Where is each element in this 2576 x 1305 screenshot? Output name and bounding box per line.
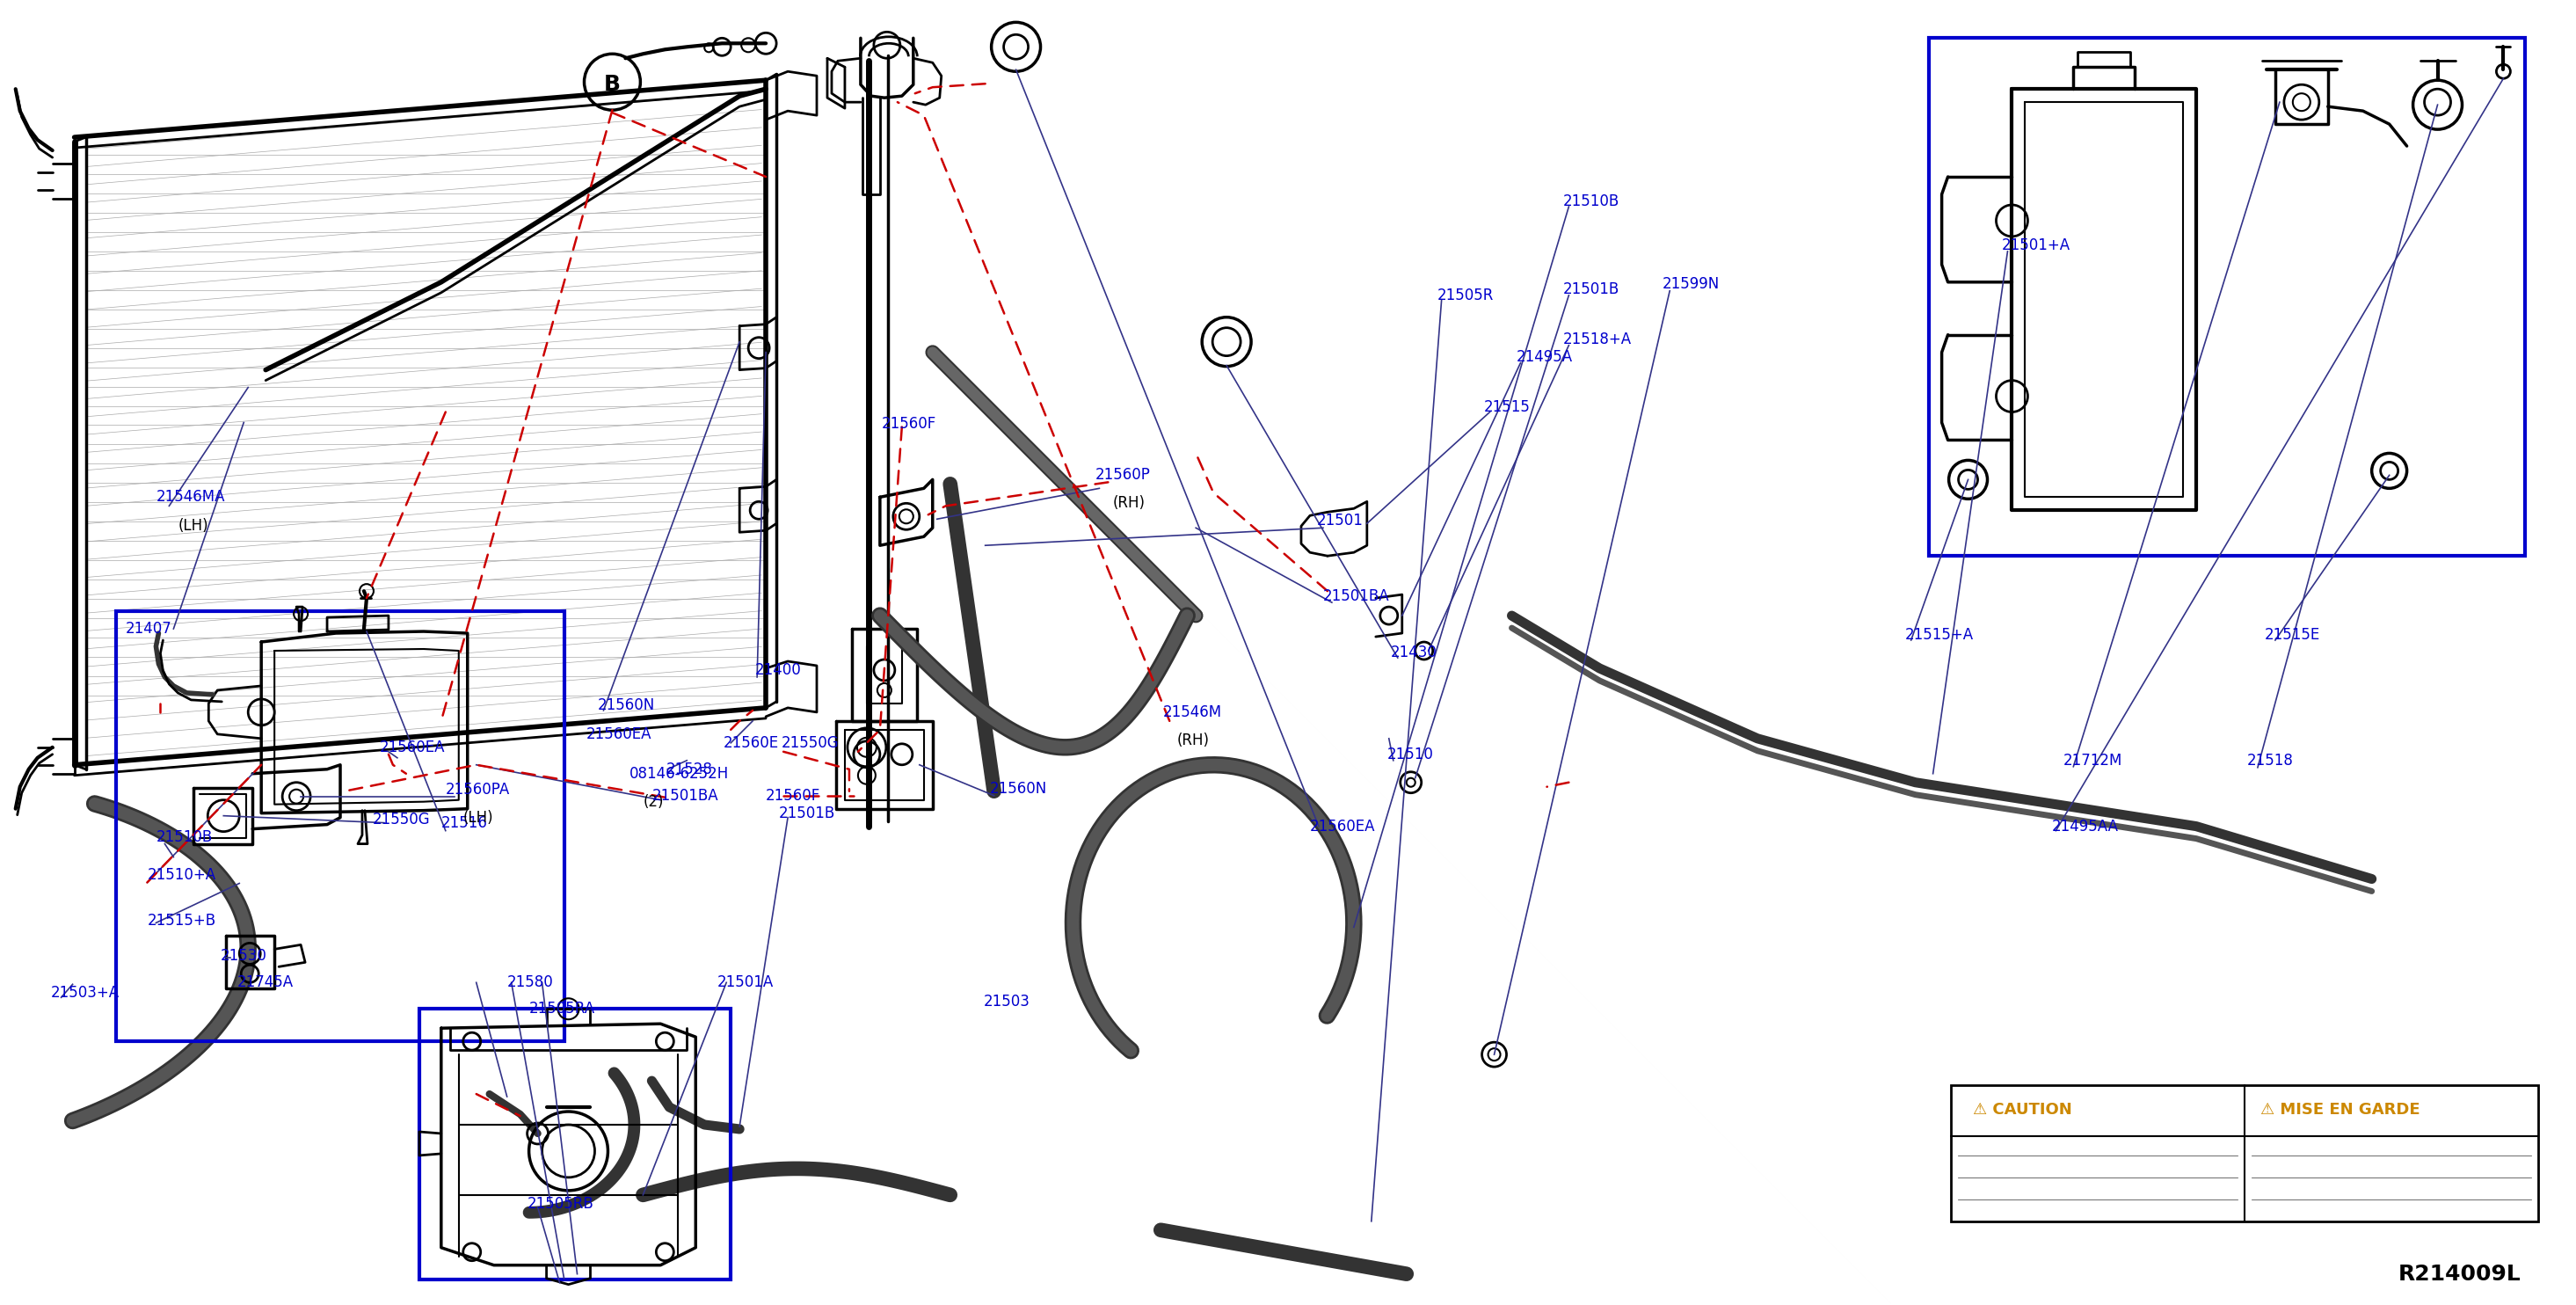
Text: 21518: 21518 — [2246, 753, 2293, 769]
Text: 21712M: 21712M — [2063, 753, 2123, 769]
Text: 21560P: 21560P — [1095, 467, 1151, 483]
Text: ⚠ CAUTION: ⚠ CAUTION — [1973, 1101, 2071, 1117]
Text: 21510+A: 21510+A — [147, 867, 216, 882]
Text: 21560EA: 21560EA — [585, 726, 652, 743]
Text: 21550G: 21550G — [781, 735, 840, 750]
Text: 21495A: 21495A — [1517, 348, 1571, 364]
Text: 21501BA: 21501BA — [1324, 589, 1388, 604]
Text: 21560N: 21560N — [989, 780, 1046, 796]
Text: 21510B: 21510B — [157, 829, 211, 844]
Text: (RH): (RH) — [1177, 732, 1208, 748]
Text: 21560N: 21560N — [598, 697, 654, 713]
Text: 21580: 21580 — [507, 975, 554, 990]
Text: 21560EA: 21560EA — [379, 740, 446, 756]
Text: 21546M: 21546M — [1162, 705, 1221, 720]
Text: B: B — [603, 74, 621, 95]
Text: 21515+B: 21515+B — [147, 914, 216, 929]
Bar — [116, 611, 564, 1041]
Text: 08146-6252H: 08146-6252H — [629, 766, 729, 782]
Text: 21745A: 21745A — [237, 975, 294, 990]
Text: (LH): (LH) — [178, 518, 209, 534]
Bar — [1950, 1086, 2537, 1221]
Text: 21515E: 21515E — [2264, 626, 2321, 643]
Text: ⚠ MISE EN GARDE: ⚠ MISE EN GARDE — [2259, 1101, 2419, 1117]
Text: 21430: 21430 — [1391, 645, 1437, 660]
Text: 21503+A: 21503+A — [52, 985, 118, 1001]
Text: 21407: 21407 — [126, 621, 173, 637]
Text: 21505R: 21505R — [1437, 287, 1494, 303]
Text: 21550G: 21550G — [374, 812, 430, 827]
Text: 21501+A: 21501+A — [2002, 238, 2071, 253]
Text: R214009L: R214009L — [2398, 1263, 2522, 1284]
Text: 21528: 21528 — [665, 761, 714, 778]
Text: (2): (2) — [644, 793, 665, 809]
Text: 21510B: 21510B — [1564, 193, 1620, 209]
Text: 21560F: 21560F — [881, 416, 938, 432]
Text: 21560PA: 21560PA — [446, 782, 510, 797]
Text: 21516: 21516 — [440, 814, 487, 831]
Text: 21510: 21510 — [1386, 746, 1435, 762]
Text: 21560E: 21560E — [724, 735, 781, 750]
Text: 21546MA: 21546MA — [157, 489, 224, 505]
Text: 21501: 21501 — [1316, 513, 1363, 529]
Text: 21505RB: 21505RB — [528, 1195, 595, 1211]
Text: (RH): (RH) — [1113, 496, 1144, 512]
Text: 21501A: 21501A — [719, 975, 775, 990]
Text: (LH): (LH) — [464, 809, 495, 826]
Text: 21505RA: 21505RA — [528, 1001, 595, 1017]
Text: 21495AA: 21495AA — [2050, 818, 2117, 834]
Text: 21530: 21530 — [219, 949, 265, 964]
Text: 21400: 21400 — [755, 662, 801, 679]
Bar — [420, 1009, 732, 1279]
Text: 21515: 21515 — [1484, 399, 1530, 415]
Text: 21501B: 21501B — [1564, 281, 1620, 298]
Text: 21515+A: 21515+A — [1904, 626, 1973, 643]
Text: 21599N: 21599N — [1662, 275, 1721, 292]
Text: 21501B: 21501B — [778, 805, 835, 821]
Bar — [1929, 38, 2524, 556]
Text: 21501BA: 21501BA — [652, 788, 719, 804]
Text: 21560EA: 21560EA — [1311, 818, 1376, 834]
Text: 21560F: 21560F — [765, 788, 822, 804]
Text: 21518+A: 21518+A — [1564, 331, 1631, 347]
Text: 21503: 21503 — [984, 994, 1030, 1010]
